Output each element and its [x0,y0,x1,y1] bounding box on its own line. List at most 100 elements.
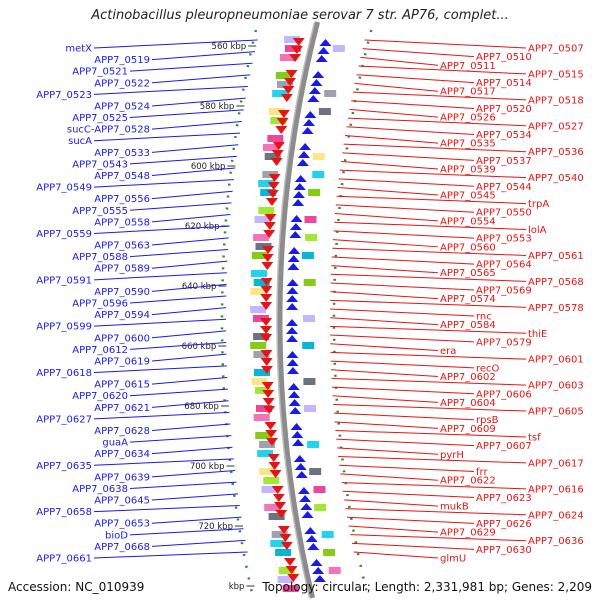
gene-leader-line [332,239,439,248]
gene-leader-line [330,351,527,360]
gene-label-app7_0521: APP7_0521 [72,67,128,78]
gene-feature-block [264,504,281,511]
reverse-gene-arrow [268,462,281,470]
gene-feature-block [308,189,321,196]
gene-label-app7_0617: APP7_0617 [528,458,584,469]
gene-label-app7_0579: APP7_0579 [476,337,532,348]
gene-leader-line [151,97,246,107]
gene-label-app7_0569: APP7_0569 [476,286,532,297]
gene-label-trpa: trpA [528,199,549,210]
gene-leader-line [93,411,230,420]
gene-label-app7_0596: APP7_0596 [72,299,128,310]
forward-gene-arrow [292,199,305,206]
forward-gene-arrow [290,215,303,222]
gene-feature-block [254,369,270,376]
gene-leader-line [339,464,475,473]
gene-feature-block [321,531,334,538]
reverse-gene-arrow [277,526,290,534]
gene-leader-line [151,446,233,455]
reverse-gene-arrow [262,398,275,406]
gene-label-app7_0621: APP7_0621 [94,403,150,414]
scale-tick-label: 680 kbp [184,402,219,412]
gene-leader-line [334,421,439,429]
gene-leader-line [330,282,475,291]
gene-leader-line [351,542,475,550]
gene-leader-line [337,447,439,455]
gene-leader-line [129,62,253,72]
gene-leader-line [354,82,439,92]
gene-label-tsf: tsf [528,432,541,443]
gene-leader-line [331,265,439,274]
scale-tick-label: 620 kbp [185,222,220,232]
scale-tick-label: 720 kbp [198,522,233,532]
gene-leader-line [334,213,439,222]
gene-leader-line [129,342,227,350]
gene-leader-line [350,534,527,542]
reverse-gene-arrow [263,406,276,414]
gene-label-app7_0550: APP7_0550 [476,208,532,219]
gene-leader-line [331,386,475,395]
gene-feature-block [307,441,320,448]
gene-leader-line [330,360,475,369]
gene-leader-line [93,179,234,188]
gene-label-app7_0536: APP7_0536 [528,147,584,158]
reverse-gene-arrow [264,422,277,430]
gene-label-app7_0563: APP7_0563 [94,241,150,252]
gene-feature-block [253,414,270,421]
gene-leader-line [352,91,527,101]
gene-leader-line [93,132,240,142]
gene-leader-line [329,317,439,326]
gene-feature-block [251,378,268,385]
gene-label-app7_0555: APP7_0555 [72,206,128,217]
gene-leader-line [151,493,239,501]
gene-label-app7_0565: APP7_0565 [440,268,496,279]
forward-gene-arrow [287,263,300,270]
gene-leader-line [331,377,527,386]
forward-gene-arrow [289,231,302,238]
gene-label-app7_0606: APP7_0606 [476,389,532,400]
genome-title: Actinobacillus pleuropneumoniae serovar … [91,8,509,23]
gene-label-guaa: guaA [102,438,128,449]
gene-feature-block [254,216,271,223]
gene-leader-line [364,39,527,49]
gene-label-app7_0622: APP7_0622 [440,476,496,487]
gene-leader-line [151,330,227,339]
gene-label-app7_0589: APP7_0589 [94,264,150,275]
gene-feature-block [275,72,292,79]
gene-label-app7_0668: APP7_0668 [94,542,150,553]
gene-label-app7_0540: APP7_0540 [528,173,584,184]
gene-leader-line [347,117,527,127]
gene-leader-line [344,499,439,507]
forward-gene-arrow [287,383,300,390]
reverse-gene-arrow [280,542,293,550]
gene-label-app7_0623: APP7_0623 [476,493,532,504]
gene-leader-line [151,74,251,84]
gene-label-app7_0600: APP7_0600 [94,333,150,344]
gene-feature-block [279,54,296,61]
gene-leader-line [151,376,228,385]
gene-feature-block [278,567,295,574]
gene-feature-block [261,486,278,493]
reverse-gene-arrow [290,46,303,54]
gene-label-app7_0661: APP7_0661 [36,554,92,565]
reverse-gene-arrow [260,358,273,366]
gene-label-app7_0507: APP7_0507 [528,44,584,55]
gene-leader-line [93,458,234,466]
forward-gene-arrow [294,463,307,470]
gene-label-app7_0537: APP7_0537 [476,156,532,167]
gene-label-app7_0601: APP7_0601 [528,355,584,366]
gene-leader-line [151,307,227,316]
gene-leader-line [330,291,439,300]
gene-feature-block [312,153,325,160]
forward-gene-arrow [304,111,317,118]
gene-leader-line [151,167,236,176]
reverse-gene-arrow [265,198,278,206]
reverse-gene-arrow [267,182,280,190]
forward-gene-arrow [305,535,318,542]
reverse-gene-arrow [285,566,298,574]
gene-label-app7_0628: APP7_0628 [94,426,150,437]
gene-label-app7_0636: APP7_0636 [528,536,584,547]
reverse-gene-arrow [262,246,275,254]
gene-label-app7_0519: APP7_0519 [94,55,150,66]
gene-label-app7_0524: APP7_0524 [94,101,150,112]
